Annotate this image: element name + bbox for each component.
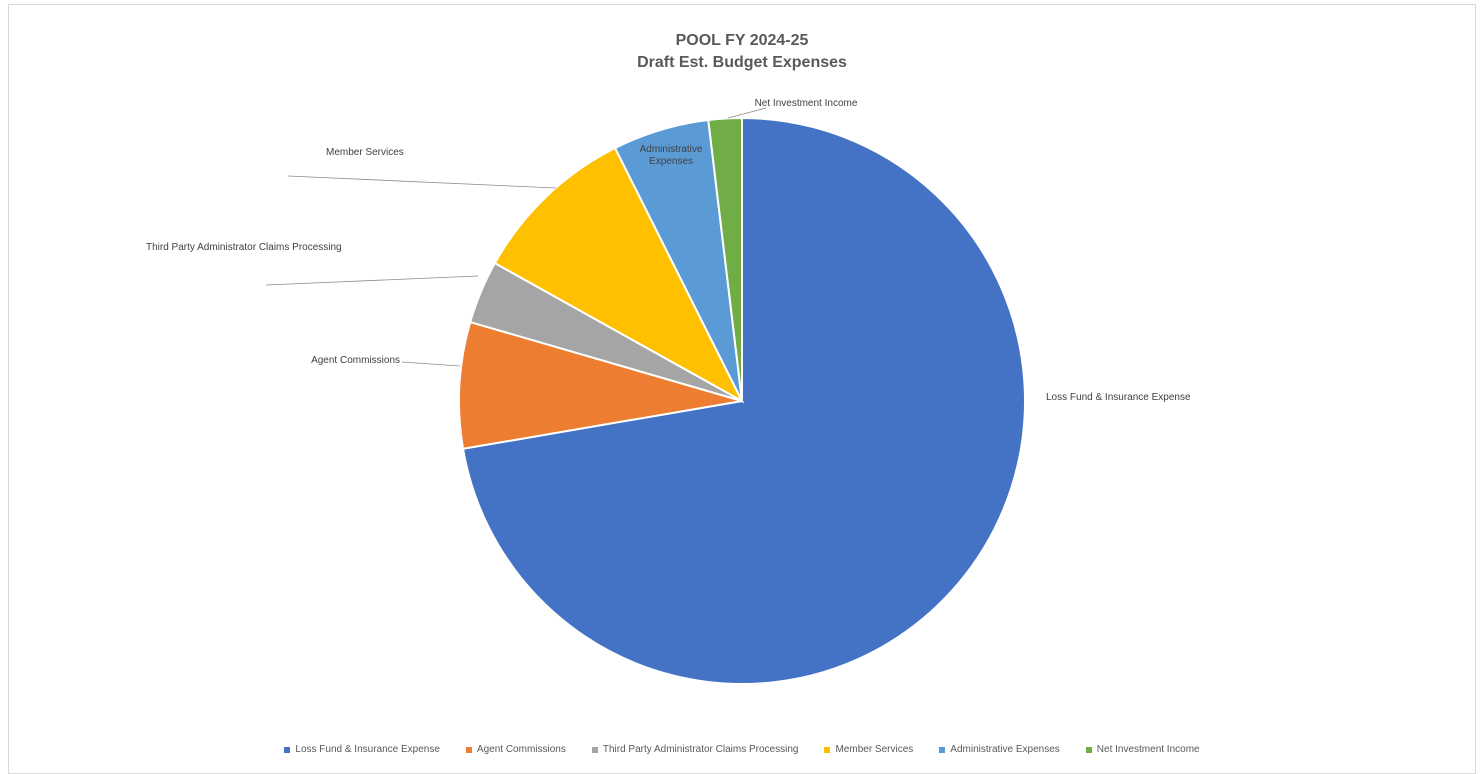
slice-labels: Loss Fund & Insurance Expense Agent Commi… xyxy=(146,98,1191,403)
leader-line-3 xyxy=(287,175,557,189)
slice-label-0: Loss Fund & Insurance Expense xyxy=(1046,392,1191,403)
legend-label-0: Loss Fund & Insurance Expense xyxy=(295,744,440,755)
leader-line-1 xyxy=(401,361,461,367)
legend-swatch-0 xyxy=(284,746,291,753)
slice-label-2: Third Party Administrator Claims Process… xyxy=(146,242,342,253)
chart-legend: Loss Fund & Insurance Expense Agent Commi… xyxy=(0,744,1484,755)
legend-item-4: Administrative Expenses xyxy=(939,744,1060,755)
legend-swatch-3 xyxy=(824,746,831,753)
legend-item-5: Net Investment Income xyxy=(1085,744,1200,755)
legend-swatch-5 xyxy=(1085,746,1092,753)
pie-slice-1 xyxy=(458,320,743,450)
legend-swatch-4 xyxy=(939,746,946,753)
legend-label-5: Net Investment Income xyxy=(1096,744,1200,755)
legend-swatch-1 xyxy=(465,746,472,753)
legend-item-1: Agent Commissions xyxy=(465,744,566,755)
slice-label-1: Agent Commissions xyxy=(311,355,400,366)
chart-title-block: POOL FY 2024-25 Draft Est. Budget Expens… xyxy=(0,30,1484,74)
slice-label-4: Administrative Expenses xyxy=(640,144,703,167)
legend-label-2: Third Party Administrator Claims Process… xyxy=(602,744,799,755)
pie-slice-3 xyxy=(493,146,745,404)
legend-swatch-2 xyxy=(591,746,598,753)
legend-item-0: Loss Fund & Insurance Expense xyxy=(284,744,440,755)
slice-label-3: Member Services xyxy=(326,147,404,158)
legend-item-3: Member Services xyxy=(824,744,913,755)
leader-line-2 xyxy=(265,275,479,286)
leader-lines xyxy=(265,107,767,367)
legend-item-2: Third Party Administrator Claims Process… xyxy=(591,744,799,755)
chart-subtitle: Draft Est. Budget Expenses xyxy=(637,54,847,71)
legend-label-1: Agent Commissions xyxy=(476,744,566,755)
pie-slices xyxy=(458,116,1026,685)
chart-title: POOL FY 2024-25 xyxy=(675,32,809,49)
pie-slice-5 xyxy=(707,116,743,402)
legend-label-4: Administrative Expenses xyxy=(950,744,1060,755)
legend-label-3: Member Services xyxy=(835,744,914,755)
leader-line-5 xyxy=(727,107,767,119)
slice-label-5: Net Investment Income xyxy=(755,98,858,109)
pie-slice-0 xyxy=(461,116,1026,685)
